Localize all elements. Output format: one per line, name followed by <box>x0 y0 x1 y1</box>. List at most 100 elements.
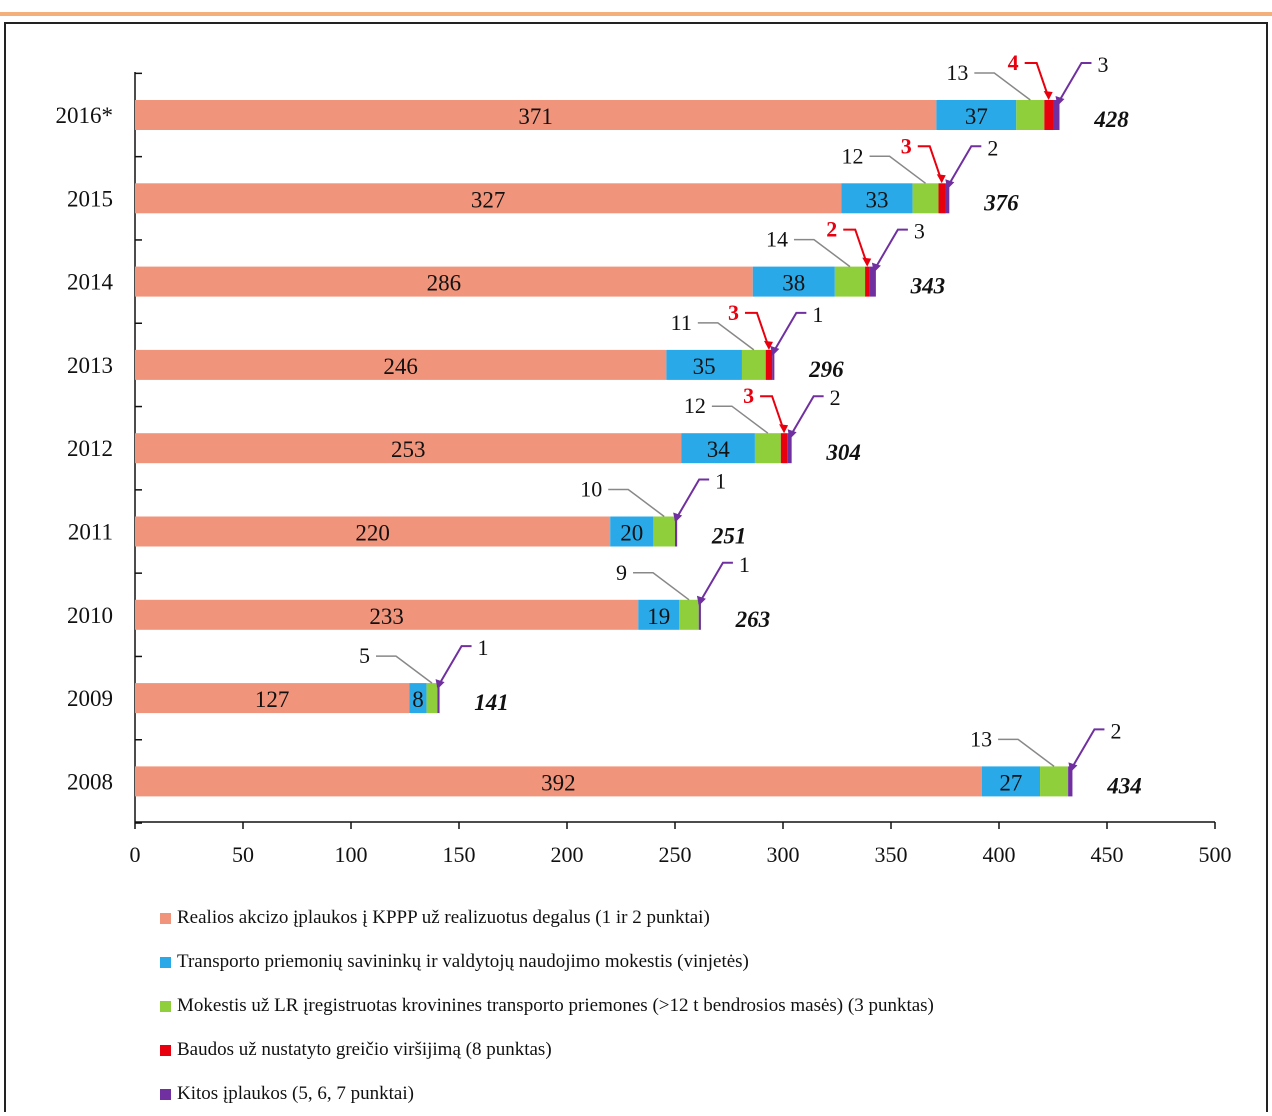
bar-total-label: 376 <box>983 190 1019 215</box>
callout-leader-purple-series <box>1069 728 1105 771</box>
callout-label-purple-series: 1 <box>739 552 750 577</box>
y-category-label: 2008 <box>67 769 113 794</box>
bar-segment <box>754 433 781 464</box>
callout-label-red-series: 4 <box>1008 50 1019 75</box>
bar-total-label: 428 <box>1093 107 1129 132</box>
x-tick-label: 150 <box>443 842 476 867</box>
callout-label-green-series: 12 <box>842 143 864 168</box>
bar-value-label: 127 <box>255 687 290 712</box>
y-category-label: 2012 <box>67 436 113 461</box>
bar-segment <box>135 183 842 214</box>
bar-segment <box>1053 100 1060 130</box>
bar-value-label: 20 <box>620 521 643 546</box>
bar-segment <box>936 100 1017 130</box>
callout-leader-purple-series <box>436 645 472 688</box>
x-tick-label: 200 <box>551 842 584 867</box>
bar-segment <box>135 100 937 130</box>
callout-leader-green-series <box>711 405 769 434</box>
callout-leader-green-series <box>376 655 433 684</box>
y-category-label: 2013 <box>67 353 113 378</box>
callout-leader-purple-series <box>873 228 908 272</box>
callout-arrowhead-purple-series <box>673 512 683 523</box>
bar-segment <box>675 516 678 547</box>
legend-item-excise: Realios akcizo įplaukos į KPPP už realiz… <box>160 896 934 940</box>
x-tick-label: 500 <box>1199 842 1232 867</box>
bar-segment <box>765 349 773 380</box>
callout-arrowhead-red-series <box>1043 91 1053 100</box>
bar-segment <box>1040 766 1069 797</box>
callout-leader-purple-series <box>698 561 733 605</box>
callout-arrowhead-purple-series <box>1068 762 1078 773</box>
legend-item-other: Kitos įplaukos (5, 6, 7 punktai) <box>160 1072 934 1116</box>
y-category-label: 2010 <box>67 603 113 628</box>
callout-label-red-series: 3 <box>728 300 739 325</box>
x-tick-label: 50 <box>232 842 254 867</box>
callout-leader-purple-series <box>1056 62 1092 105</box>
callout-label-green-series: 12 <box>684 393 706 418</box>
bar-segment <box>869 266 876 297</box>
callout-leader-green-series <box>793 238 851 268</box>
bar-segment <box>135 266 753 297</box>
legend-label-excise: Realios akcizo įplaukos į KPPP už realiz… <box>177 907 710 928</box>
legend-swatch-other <box>160 1088 171 1100</box>
bar-value-label: 37 <box>965 104 988 129</box>
callout-leader-red-series <box>744 311 770 349</box>
callout-arrowhead-purple-series <box>696 595 706 606</box>
callout-label-green-series: 13 <box>970 726 992 751</box>
bar-segment <box>135 516 611 547</box>
callout-label-green-series: 13 <box>946 60 968 85</box>
bar-value-label: 253 <box>391 437 426 462</box>
callout-label-red-series: 2 <box>826 217 837 242</box>
callout-label-green-series: 10 <box>580 477 602 502</box>
bar-total-label: 263 <box>735 607 771 632</box>
callout-label-purple-series: 2 <box>1110 718 1121 743</box>
bar-segment <box>752 266 835 297</box>
bar-segment <box>135 766 982 797</box>
legend-label-other: Kitos įplaukos (5, 6, 7 punktai) <box>177 1083 414 1104</box>
bar-value-label: 233 <box>369 604 404 629</box>
bar-value-label: 33 <box>865 187 888 212</box>
callout-label-green-series: 14 <box>766 227 788 252</box>
bar-value-label: 392 <box>541 770 576 795</box>
bar-segment <box>135 599 639 630</box>
bar-segment <box>780 433 788 464</box>
bar-segment <box>426 683 438 714</box>
callout-leader-red-series <box>1024 62 1050 99</box>
bar-total-label: 343 <box>910 274 946 299</box>
bar-segment <box>772 349 775 380</box>
bar-segment <box>679 599 699 630</box>
bar-segment <box>938 183 945 214</box>
bar-segment <box>945 183 950 214</box>
bar-segment <box>1044 100 1053 130</box>
bar-segment <box>653 516 675 547</box>
bar-segment <box>741 349 766 380</box>
legend-item-speed-fines: Baudos už nustatyto greičio viršijimą (8… <box>160 1028 934 1072</box>
bar-value-label: 327 <box>471 187 506 212</box>
bar-segment <box>135 349 667 380</box>
x-tick-label: 0 <box>130 842 141 867</box>
y-category-label: 2015 <box>67 186 113 211</box>
bar-value-label: 38 <box>782 271 805 296</box>
bar-total-label: 304 <box>825 440 861 465</box>
callout-label-green-series: 9 <box>616 560 627 585</box>
y-category-label: 2011 <box>68 520 113 545</box>
bar-total-label: 251 <box>711 524 747 549</box>
callout-leader-red-series <box>760 395 786 432</box>
callout-arrowhead-purple-series <box>770 345 780 356</box>
callout-label-red-series: 3 <box>901 133 912 158</box>
bar-segment <box>981 766 1041 797</box>
y-category-label: 2014 <box>67 270 114 295</box>
bar-value-label: 27 <box>999 770 1022 795</box>
callout-leader-purple-series <box>674 478 710 522</box>
callout-arrowhead-red-series <box>779 424 789 434</box>
legend-label-vignettes: Transporto priemonių savininkų ir valdyt… <box>177 951 749 972</box>
callout-leader-purple-series <box>771 311 807 355</box>
callout-leader-green-series <box>974 72 1031 101</box>
bar-segment <box>1016 100 1045 130</box>
bar-segment <box>865 266 870 297</box>
bar-segment <box>135 683 410 714</box>
bar-total-label: 141 <box>474 690 509 715</box>
bar-value-label: 220 <box>355 521 390 546</box>
callout-label-purple-series: 1 <box>478 635 489 660</box>
callout-label-green-series: 11 <box>671 310 692 335</box>
